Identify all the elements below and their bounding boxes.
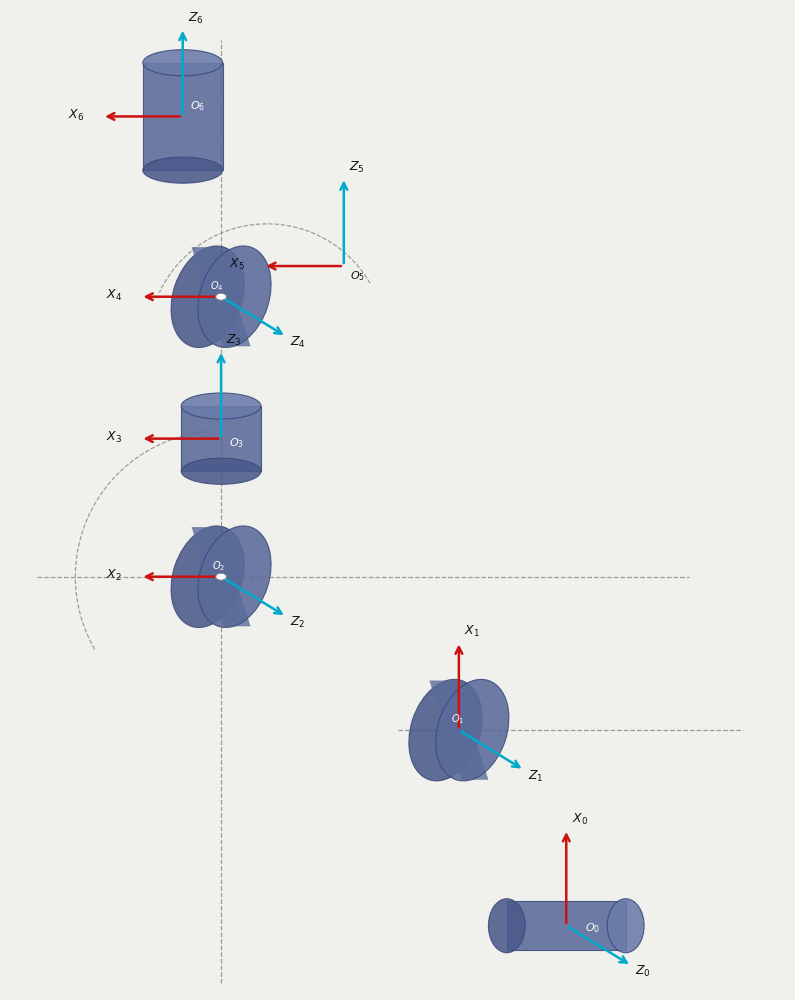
Polygon shape [506,901,626,950]
Ellipse shape [143,50,223,76]
Text: $O_2$: $O_2$ [211,559,225,573]
Text: $Z_4$: $Z_4$ [290,335,306,350]
Ellipse shape [198,526,271,627]
Polygon shape [192,247,250,346]
Text: $O_6$: $O_6$ [190,99,206,113]
Text: $X_5$: $X_5$ [229,257,245,272]
Ellipse shape [409,679,482,781]
Ellipse shape [181,458,261,484]
Text: $X_4$: $X_4$ [106,288,122,303]
Text: $O_5$: $O_5$ [350,269,365,283]
Text: $Z_6$: $Z_6$ [188,10,204,26]
Text: $O_1$: $O_1$ [452,712,464,726]
Text: $O_3$: $O_3$ [229,436,244,450]
Ellipse shape [215,573,227,580]
Text: $Z_1$: $Z_1$ [528,769,544,784]
Text: $Z_0$: $Z_0$ [635,964,651,979]
Text: $Z_3$: $Z_3$ [227,333,242,348]
Polygon shape [192,527,250,626]
Ellipse shape [215,293,227,300]
Polygon shape [429,681,488,780]
Ellipse shape [488,899,525,953]
Ellipse shape [143,157,223,183]
Text: $O_4$: $O_4$ [210,279,223,293]
Text: $Z_5$: $Z_5$ [349,160,365,175]
Polygon shape [143,63,223,170]
Ellipse shape [181,393,261,419]
Text: $O_0$: $O_0$ [585,921,600,935]
Text: $Z_2$: $Z_2$ [290,615,305,630]
Ellipse shape [171,526,244,627]
Text: $X_3$: $X_3$ [106,430,122,445]
Ellipse shape [171,246,244,347]
Text: $X_0$: $X_0$ [572,812,588,827]
Ellipse shape [607,899,644,953]
Text: $X_2$: $X_2$ [106,568,122,583]
Polygon shape [181,406,261,471]
Text: $X_6$: $X_6$ [68,107,83,123]
Ellipse shape [436,679,509,781]
Ellipse shape [198,246,271,347]
Text: $X_1$: $X_1$ [464,624,480,639]
